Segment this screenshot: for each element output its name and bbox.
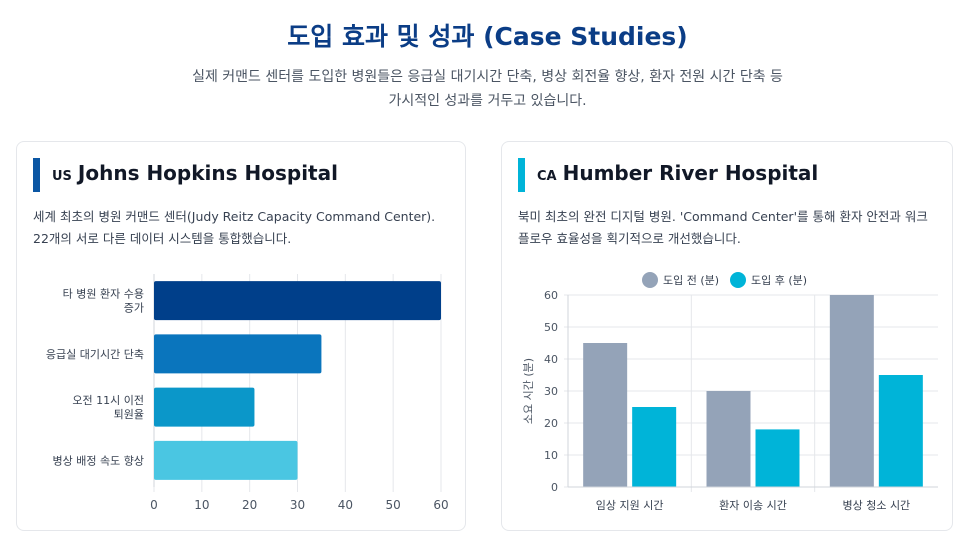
case-card-johns-hopkins: US Johns Hopkins Hospital 세계 최초의 병원 커맨드 센… xyxy=(16,141,466,531)
x-tick-label: 환자 이송 시간 xyxy=(719,499,787,512)
y-axis-title: 소요 시간 (분) xyxy=(522,358,535,424)
y-tick-label: 오전 11시 이전 퇴원율 xyxy=(72,394,144,421)
x-tick-label: 10 xyxy=(194,498,209,512)
x-tick-label: 20 xyxy=(242,498,257,512)
card-description: 북미 최초의 완전 디지털 병원. 'Command Center'를 통해 환… xyxy=(518,209,928,246)
bar xyxy=(706,391,751,487)
country-code: US xyxy=(52,169,72,184)
bar xyxy=(632,407,677,487)
y-tick-label: 40 xyxy=(544,353,558,366)
y-tick-label: 50 xyxy=(544,321,558,334)
page-subtitle: 실제 커맨드 센터를 도입한 병원들은 응급실 대기시간 단축, 병상 회전율 … xyxy=(138,65,838,113)
y-tick-label: 병상 배정 속도 향상 xyxy=(53,454,144,467)
case-card-humber-river: CA Humber River Hospital 북미 최초의 완전 디지털 병원… xyxy=(501,141,953,531)
x-tick-label: 0 xyxy=(150,498,158,512)
bar xyxy=(583,343,628,487)
bar xyxy=(755,429,800,487)
legend-label: 도입 후 (분) xyxy=(751,274,807,287)
bar xyxy=(829,295,874,487)
bar xyxy=(878,375,923,487)
y-tick-label-line: 병상 배정 속도 향상 xyxy=(53,454,144,467)
hospital-name: Johns Hopkins Hospital xyxy=(77,161,338,185)
subtitle-line-2: 가시적인 성과를 거두고 있습니다. xyxy=(388,93,587,109)
y-tick-label-line: 타 병원 환자 수용 xyxy=(63,288,144,301)
x-tick-label: 50 xyxy=(386,498,401,512)
x-tick-label: 40 xyxy=(338,498,353,512)
legend-marker xyxy=(730,272,746,288)
bar xyxy=(154,440,298,480)
y-tick-label-line: 퇴원율 xyxy=(114,408,144,421)
x-tick-label: 임상 지원 시간 xyxy=(596,499,664,512)
x-tick-label: 30 xyxy=(290,498,305,512)
card-accent-bar xyxy=(33,158,40,192)
hospital-name: Humber River Hospital xyxy=(562,161,819,185)
card-title: CA Humber River Hospital xyxy=(537,156,818,194)
card-description: 세계 최초의 병원 커맨드 센터(Judy Reitz Capacity Com… xyxy=(33,209,436,246)
x-tick-label: 병상 청소 시간 xyxy=(842,499,910,512)
subtitle-line-1: 실제 커맨드 센터를 도입한 병원들은 응급실 대기시간 단축, 병상 회전율 … xyxy=(192,69,783,85)
card-accent-bar xyxy=(518,158,525,192)
grouped-bar-chart: 도입 전 (분) 도입 후 (분) 0 10 20 30 40 50 60 소요 시간 (분) 임상… xyxy=(522,272,938,512)
legend-label: 도입 전 (분) xyxy=(663,274,719,287)
bar xyxy=(154,334,322,374)
country-code: CA xyxy=(537,169,557,184)
y-tick-label: 60 xyxy=(544,289,558,302)
legend-marker xyxy=(642,272,658,288)
card-header: US Johns Hopkins Hospital xyxy=(33,158,338,192)
page-header: 도입 효과 및 성과 (Case Studies) 실제 커맨드 센터를 도입한… xyxy=(0,0,975,113)
card-header: CA Humber River Hospital xyxy=(518,158,818,192)
y-tick-label: 타 병원 환자 수용 증가 xyxy=(63,288,144,315)
y-tick-label: 30 xyxy=(544,385,558,398)
y-tick-label: 20 xyxy=(544,417,558,430)
y-tick-label-line: 증가 xyxy=(124,302,144,315)
y-tick-label: 응급실 대기시간 단축 xyxy=(46,348,144,361)
y-tick-label-line: 오전 11시 이전 xyxy=(72,394,144,407)
card-title: US Johns Hopkins Hospital xyxy=(52,156,338,194)
y-tick-label-line: 응급실 대기시간 단축 xyxy=(46,348,144,361)
page-title: 도입 효과 및 성과 (Case Studies) xyxy=(287,22,688,51)
bar xyxy=(154,281,441,321)
y-tick-label: 10 xyxy=(544,449,558,462)
x-tick-label: 60 xyxy=(433,498,448,512)
y-tick-label: 0 xyxy=(551,481,558,494)
bar xyxy=(154,387,255,427)
